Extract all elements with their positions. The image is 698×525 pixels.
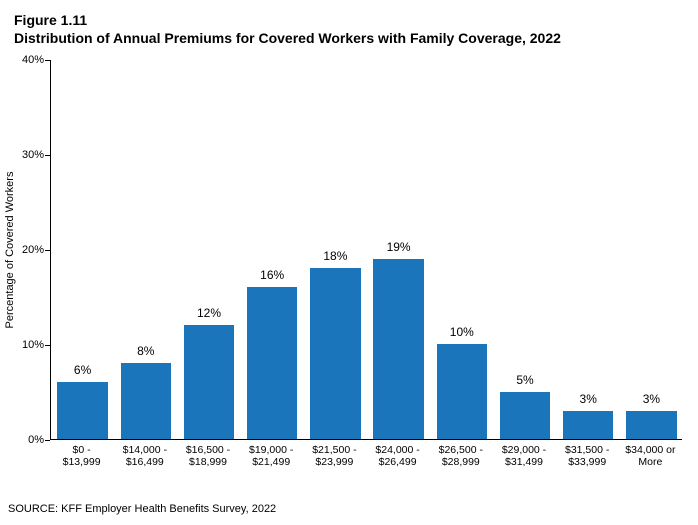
chart-plot-area: 6% 8% 12% 16% 18% 19% 10% 5% 3% 3% (50, 60, 682, 440)
bar (184, 325, 235, 439)
bar-value-label: 8% (118, 345, 174, 357)
x-category-line2: $21,499 (240, 456, 302, 468)
bar-value-label: 6% (55, 364, 111, 376)
x-category-label: $29,000 -$31,499 (493, 444, 555, 468)
x-category-label: $0 -$13,999 (51, 444, 113, 468)
x-category-label: $24,000 -$26,499 (367, 444, 429, 468)
x-category-line1: $16,500 - (177, 444, 239, 456)
x-category-line1: $29,000 - (493, 444, 555, 456)
ytick-mark (45, 440, 50, 441)
bar-value-label: 5% (497, 374, 553, 386)
x-category-line2: $18,999 (177, 456, 239, 468)
ytick-label: 20% (4, 245, 44, 256)
x-category-label: $19,000 -$21,499 (240, 444, 302, 468)
bar (626, 411, 677, 440)
x-category-label: $16,500 -$18,999 (177, 444, 239, 468)
bar-value-label: 18% (307, 250, 363, 262)
bar (310, 268, 361, 439)
bar-value-label: 16% (244, 269, 300, 281)
bar-value-label: 3% (560, 393, 616, 405)
x-category-label: $14,000 -$16,499 (114, 444, 176, 468)
bars-container: 6% 8% 12% 16% 18% 19% 10% 5% 3% 3% (51, 60, 682, 439)
x-category-label: $26,500 -$28,999 (430, 444, 492, 468)
x-category-line1: $24,000 - (367, 444, 429, 456)
x-category-line2: $23,999 (303, 456, 365, 468)
ytick-label: 0% (4, 435, 44, 446)
x-category-line2: $28,999 (430, 456, 492, 468)
bar (373, 259, 424, 440)
bar-value-label: 12% (181, 307, 237, 319)
ytick-label: 40% (4, 55, 44, 66)
bar (500, 392, 551, 440)
x-category-line1: $14,000 - (114, 444, 176, 456)
x-category-label: $34,000 orMore (619, 444, 681, 468)
figure-number: Figure 1.11 (14, 12, 87, 28)
ytick-label: 10% (4, 340, 44, 351)
x-category-line1: $31,500 - (556, 444, 618, 456)
x-category-line2: $31,499 (493, 456, 555, 468)
x-category-label: $21,500 -$23,999 (303, 444, 365, 468)
x-category-line1: $19,000 - (240, 444, 302, 456)
bar (437, 344, 488, 439)
x-category-line2: $16,499 (114, 456, 176, 468)
bar-value-label: 3% (623, 393, 679, 405)
bar (247, 287, 298, 439)
source-line: SOURCE: KFF Employer Health Benefits Sur… (8, 503, 276, 515)
x-category-line2: More (619, 456, 681, 468)
bar (57, 382, 108, 439)
bar-value-label: 10% (434, 326, 490, 338)
x-category-line1: $26,500 - (430, 444, 492, 456)
x-category-line2: $26,499 (367, 456, 429, 468)
bar (121, 363, 172, 439)
bar (563, 411, 614, 440)
x-category-line2: $13,999 (51, 456, 113, 468)
x-category-line1: $34,000 or (619, 444, 681, 456)
x-category-line1: $21,500 - (303, 444, 365, 456)
x-category-line2: $33,999 (556, 456, 618, 468)
x-category-label: $31,500 -$33,999 (556, 444, 618, 468)
ytick-label: 30% (4, 150, 44, 161)
x-category-line1: $0 - (51, 444, 113, 456)
figure-title: Distribution of Annual Premiums for Cove… (14, 30, 561, 46)
bar-value-label: 19% (371, 241, 427, 253)
